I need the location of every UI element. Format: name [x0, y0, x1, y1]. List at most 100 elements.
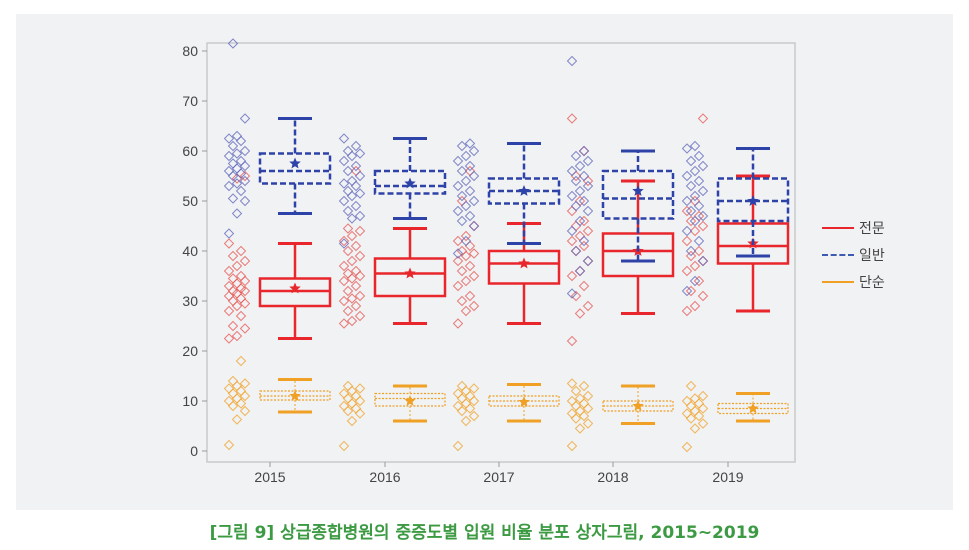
legend: 전문 일반 단순 — [822, 214, 885, 295]
scatter-point-일반 — [693, 235, 705, 247]
box-일반-2017 — [487, 142, 561, 245]
scatter-point-일반 — [456, 190, 468, 202]
scatter-point-전문 — [223, 333, 235, 344]
scatter-point-단순 — [578, 380, 590, 392]
legend-label: 단순 — [859, 274, 885, 291]
legend-item-ilban: 일반 — [822, 241, 885, 268]
scatter-point-일반 — [223, 180, 235, 192]
scatter-point-일반 — [338, 178, 350, 189]
scatter-point-일반 — [681, 170, 693, 182]
scatter-point-전문 — [681, 265, 693, 277]
scatter-point-전문 — [697, 255, 709, 267]
box-body — [258, 152, 332, 185]
y-tick-label: 40 — [182, 243, 198, 259]
legend-item-jeonmun: 전문 — [822, 214, 885, 241]
scatter-point-일반 — [578, 195, 590, 207]
scatter-point-전문 — [693, 275, 705, 287]
scatter-point-전문 — [697, 220, 709, 232]
box-body — [487, 249, 561, 285]
scatter-point-일반 — [689, 140, 701, 152]
scatter-point-전문 — [456, 295, 468, 307]
scatter-point-전문 — [452, 255, 464, 267]
y-tick-label: 20 — [182, 343, 198, 359]
scatter-point-단순 — [685, 380, 697, 392]
scatter-point-전문 — [578, 215, 590, 227]
scatter-point-일반 — [464, 210, 476, 222]
plot-frame — [206, 42, 796, 463]
scatter-point-전문 — [235, 270, 247, 282]
scatter-point-일반 — [346, 190, 358, 202]
scatter-point-전문 — [574, 265, 586, 277]
scatter-point-일반 — [235, 185, 247, 197]
scatter-point-일반 — [342, 145, 354, 157]
scatter-point-전문 — [350, 240, 362, 252]
x-tick-label: 2019 — [712, 469, 743, 485]
scatter-point-일반 — [582, 180, 594, 192]
scatter-point-전문 — [570, 220, 582, 232]
scatter-point-일반 — [689, 275, 701, 287]
mean-marker — [747, 402, 759, 414]
scatter-point-전문 — [685, 285, 697, 297]
scatter-point-단순 — [346, 415, 358, 427]
scatter-point-일반 — [689, 190, 701, 202]
scatter-point-단순 — [574, 423, 586, 434]
scatter-point-일반 — [566, 288, 578, 299]
scatter-point-단순 — [689, 393, 701, 404]
legend-swatch-dansun — [822, 280, 854, 283]
box-단순-2015 — [259, 378, 331, 414]
box-단순-2017 — [488, 383, 560, 423]
scatter-point-전문 — [338, 235, 350, 247]
scatter-point-단순 — [697, 418, 709, 429]
box-전문-2015 — [258, 242, 332, 340]
scatter-point-전문 — [460, 305, 472, 317]
scatter-point-전문 — [689, 225, 701, 237]
scatter-point-전문 — [578, 240, 590, 252]
scatter-point-단순 — [223, 383, 235, 394]
scatter-point-전문 — [566, 235, 578, 247]
x-tick-label: 2016 — [369, 469, 400, 485]
scatter-point-일반 — [689, 215, 701, 227]
scatter-point-단순 — [338, 388, 350, 399]
scatter-point-전문 — [582, 225, 594, 237]
scatter-point-일반 — [338, 195, 350, 207]
scatter-point-일반 — [354, 148, 366, 159]
legend-item-dansun: 단순 — [822, 268, 885, 295]
scatter-point-전문 — [346, 293, 358, 304]
scatter-point-단순 — [566, 395, 578, 407]
scatter-point-일반 — [231, 178, 243, 189]
mean-marker — [404, 177, 416, 189]
scatter-point-일반 — [697, 255, 709, 267]
scatter-point-단순 — [338, 400, 350, 412]
scatter-point-전문 — [566, 335, 578, 347]
scatter-point-일반 — [582, 205, 594, 217]
scatter-point-단순 — [681, 408, 693, 419]
scatter-point-일반 — [468, 220, 480, 232]
scatter-point-전문 — [239, 298, 251, 309]
legend-label: 전문 — [859, 220, 885, 237]
scatter-point-일반 — [697, 185, 709, 197]
scatter-point-일반 — [456, 140, 468, 152]
legend-label: 일반 — [859, 247, 885, 264]
scatter-point-전문 — [338, 295, 350, 307]
scatter-point-전문 — [223, 280, 235, 292]
scatter-point-단순 — [681, 395, 693, 407]
scatter-point-단순 — [468, 410, 480, 422]
scatter-point-단순 — [342, 380, 354, 392]
scatter-point-전문 — [681, 305, 693, 317]
scatter-point-전문 — [566, 270, 578, 282]
y-tick-label: 60 — [182, 143, 198, 159]
scatter-point-일반 — [235, 135, 247, 147]
scatter-point-일반 — [456, 215, 468, 227]
scatter-point-일반 — [570, 175, 582, 187]
scatter-point-전문 — [350, 300, 362, 312]
mean-marker — [632, 185, 644, 196]
box-body — [373, 169, 447, 195]
scatter-point-일반 — [452, 248, 464, 259]
scatter-point-전문 — [574, 230, 586, 242]
scatter-point-일반 — [239, 145, 251, 157]
scatter-point-전문 — [227, 273, 239, 284]
scatter-point-일반 — [223, 228, 235, 239]
scatter-point-단순 — [582, 390, 594, 402]
y-tick-label: 50 — [182, 193, 198, 209]
